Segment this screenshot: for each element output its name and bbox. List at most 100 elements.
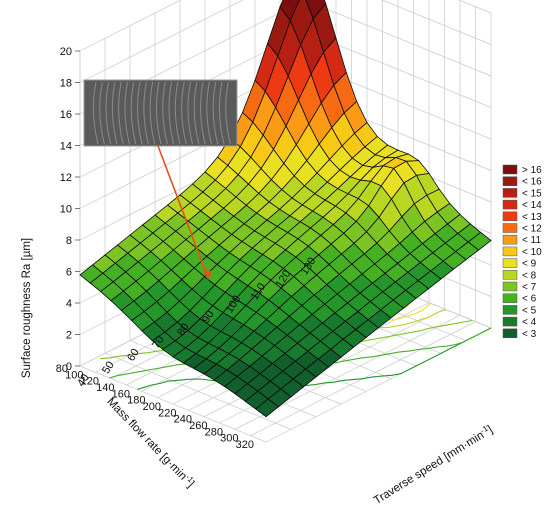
y-tick-label: 100 bbox=[65, 369, 83, 381]
inset-striation bbox=[218, 81, 225, 145]
legend-label: < 4 bbox=[522, 317, 537, 328]
legend-swatch bbox=[502, 328, 518, 339]
legend-swatch bbox=[502, 258, 518, 268]
y-tick-label: 120 bbox=[81, 376, 99, 388]
legend-swatch bbox=[502, 293, 518, 303]
legend-label: < 9 bbox=[522, 259, 537, 270]
legend-swatch bbox=[502, 164, 518, 175]
z-tick-label: 14 bbox=[60, 141, 72, 153]
legend-swatch bbox=[502, 223, 518, 233]
inset-pointer-arrow bbox=[203, 270, 212, 280]
inset-striation bbox=[130, 81, 137, 145]
y-tick-label: 80 bbox=[56, 363, 68, 375]
z-tick-label: 16 bbox=[60, 109, 72, 121]
y-tick-label: 280 bbox=[205, 426, 223, 438]
inset-striation bbox=[162, 81, 168, 145]
legend-label: < 10 bbox=[522, 247, 542, 258]
legend-swatch bbox=[502, 305, 518, 315]
legend-swatch bbox=[502, 234, 518, 245]
grid-line bbox=[381, 0, 492, 45]
legend-label: < 14 bbox=[522, 200, 542, 211]
legend-label: > 16 bbox=[522, 165, 542, 176]
inset-striation bbox=[200, 81, 206, 145]
inset-striation bbox=[225, 81, 231, 145]
x-tick-label: 90 bbox=[200, 309, 217, 326]
legend-swatch bbox=[502, 199, 518, 210]
inset-striation bbox=[187, 81, 193, 145]
x-tick-label: 70 bbox=[150, 334, 167, 351]
inset-striation bbox=[155, 81, 162, 145]
x-tick-label: 60 bbox=[125, 347, 142, 364]
legend-swatch bbox=[502, 281, 518, 292]
y-tick-label: 140 bbox=[96, 382, 114, 394]
legend: > 16< 16< 15< 14< 13< 12< 11< 10< 9< 8< … bbox=[502, 164, 542, 340]
legend-label: < 5 bbox=[522, 305, 537, 316]
y-axis-title-end: ] bbox=[185, 479, 196, 490]
surface-cell bbox=[255, 398, 280, 418]
inset-striation bbox=[181, 81, 187, 145]
legend-label: < 16 bbox=[522, 177, 542, 188]
inset-striation bbox=[174, 81, 181, 145]
legend-swatch bbox=[502, 176, 518, 186]
legend-label: < 15 bbox=[522, 188, 542, 199]
legend-swatch bbox=[502, 188, 518, 198]
z-axis-title: Surface roughness Ra [µm] bbox=[21, 238, 33, 378]
grid-line bbox=[458, 0, 492, 14]
z-tick-label: 2 bbox=[66, 330, 72, 342]
z-tick-label: 4 bbox=[66, 298, 72, 310]
y-axis-title-sup: -1 bbox=[184, 473, 196, 485]
sem-inset-image bbox=[83, 79, 238, 280]
x-tick-label: 50 bbox=[100, 359, 117, 376]
y-tick-label: 180 bbox=[127, 395, 145, 407]
legend-swatch bbox=[502, 316, 518, 327]
inset-striation bbox=[105, 81, 112, 145]
z-tick-label: 18 bbox=[60, 78, 72, 90]
y-tick-label: 200 bbox=[143, 401, 161, 413]
inset-striation bbox=[212, 81, 219, 145]
grid-line bbox=[79, 0, 182, 52]
legend-label: < 3 bbox=[522, 329, 537, 340]
inset-striation bbox=[206, 81, 212, 145]
x-axis-title-sup: -1 bbox=[479, 424, 490, 436]
y-tick-label: 260 bbox=[189, 420, 207, 432]
inset-striation bbox=[99, 81, 105, 145]
legend-label: < 11 bbox=[522, 235, 541, 246]
z-tick-label: 6 bbox=[66, 267, 72, 279]
x-tick-label: 40 bbox=[75, 372, 92, 389]
legend-swatch bbox=[502, 211, 518, 222]
x-tick-label: 80 bbox=[175, 321, 192, 338]
z-tick-label: 0 bbox=[66, 361, 72, 373]
inset-striation bbox=[92, 81, 99, 145]
z-tick-label: 20 bbox=[60, 46, 72, 58]
legend-label: < 8 bbox=[522, 270, 537, 281]
z-tick-label: 8 bbox=[66, 235, 72, 247]
inset-striation bbox=[143, 81, 149, 145]
y-tick-label: 300 bbox=[220, 433, 238, 445]
legend-swatch bbox=[502, 270, 518, 280]
z-tick-label: 10 bbox=[60, 204, 72, 216]
inset-striation bbox=[111, 81, 118, 145]
legend-label: < 7 bbox=[522, 282, 537, 293]
x-axis-title-end: ] bbox=[486, 424, 495, 436]
x-axis-title: Traverse speed [mm·min-1] bbox=[371, 422, 495, 507]
legend-label: < 13 bbox=[522, 212, 542, 223]
legend-label: < 12 bbox=[522, 224, 542, 235]
inset-striation bbox=[124, 81, 130, 145]
legend-label: < 6 bbox=[522, 294, 537, 305]
inset-striation bbox=[168, 81, 175, 145]
inset-pointer-line bbox=[157, 145, 209, 279]
grid-line bbox=[79, 0, 244, 83]
inset-striation bbox=[193, 81, 200, 145]
y-tick-label: 240 bbox=[174, 414, 192, 426]
legend-swatch bbox=[502, 246, 518, 257]
floor-contour-line bbox=[137, 327, 492, 390]
x-axis-title-main: Traverse speed [mm·min bbox=[372, 429, 486, 507]
surface-mesh bbox=[79, 0, 492, 418]
y-tick-label: 160 bbox=[112, 388, 130, 400]
z-tick-label: 12 bbox=[60, 172, 72, 184]
inset-striation bbox=[137, 81, 143, 145]
z-axis-ticks: 0 2 4 6 8 10 12 14 16 18 20 bbox=[60, 46, 80, 373]
grid-line bbox=[304, 0, 492, 77]
